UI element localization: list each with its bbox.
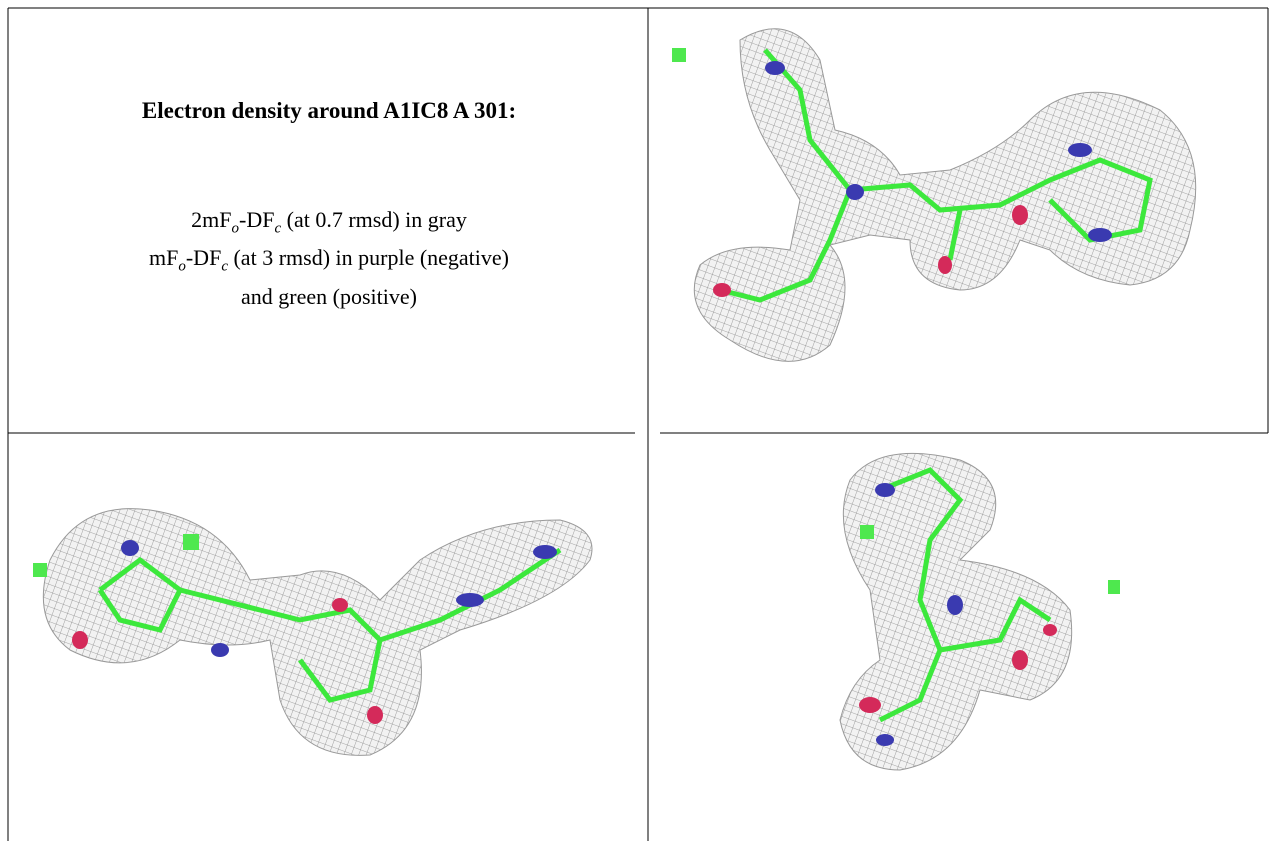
density-view-bottom-right <box>839 452 1120 771</box>
text-run: and green (positive) <box>241 283 417 309</box>
text-run: -DF <box>185 245 222 271</box>
density-view-bottom-left <box>33 508 593 756</box>
subscript: c <box>274 220 282 237</box>
text-run: mF <box>149 245 179 271</box>
legend-line: mFo-DFc (at 3 rmsd) in purple (negative) <box>10 243 648 281</box>
subscript: o <box>231 220 240 237</box>
density-view-top-right <box>672 28 1197 362</box>
legend-line: and green (positive) <box>10 282 648 311</box>
subscript: o <box>178 258 186 275</box>
legend-text: 2mFo-DFc (at 0.7 rmsd) in gray mFo-DFc (a… <box>10 205 648 311</box>
table-lines <box>7 7 1269 841</box>
text-run: (at 0.7 rmsd) in gray <box>281 207 467 232</box>
text-run: (at 3 rmsd) in purple (negative) <box>227 245 509 271</box>
text-run: 2mF <box>191 207 232 232</box>
subscript: c <box>221 258 228 275</box>
text-run: -DF <box>239 207 275 232</box>
title: Electron density around A1IC8 A 301: <box>141 98 517 123</box>
legend-line: 2mFo-DFc (at 0.7 rmsd) in gray <box>10 205 648 243</box>
